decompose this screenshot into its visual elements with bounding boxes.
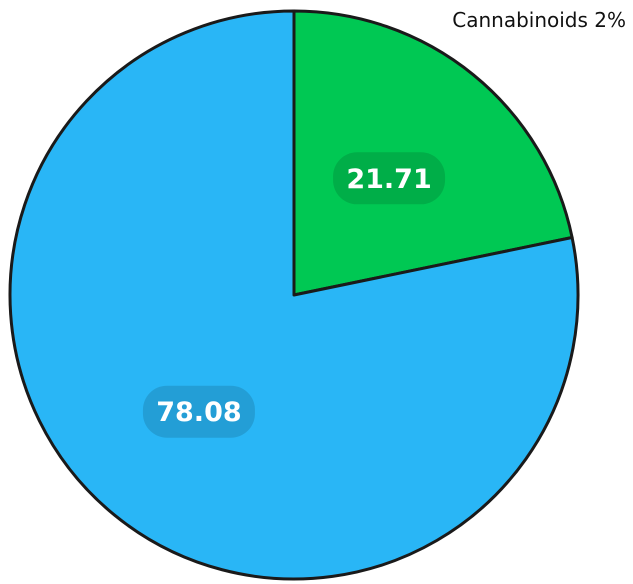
data-label-2: 78.08	[156, 397, 241, 428]
data-label-background-1	[333, 152, 446, 205]
pie-slice-1	[292, 9, 574, 297]
pie-data-labels: 21.71 78.08	[142, 152, 446, 438]
chart-title: Cannabinoids 2%	[452, 8, 626, 32]
data-label-background-2	[142, 385, 255, 438]
data-label-1: 21.71	[346, 164, 431, 195]
pie-slice-2	[8, 9, 580, 581]
pie-slices	[8, 9, 580, 581]
